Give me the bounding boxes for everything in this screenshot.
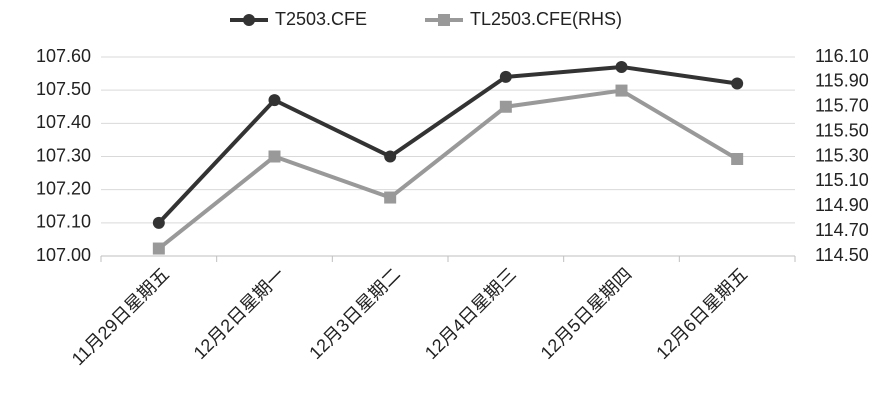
legend-label: T2503.CFE (275, 9, 367, 29)
marker (384, 150, 397, 163)
x-tick-label: 12月5日星期四 (537, 264, 636, 363)
y2-tick-label: 115.10 (815, 170, 869, 190)
series-line (157, 88, 739, 251)
x-tick-label: 12月4日星期三 (421, 264, 520, 363)
marker (384, 191, 397, 204)
y2-tick-label: 115.50 (815, 120, 869, 140)
marker (615, 84, 628, 97)
marker (731, 77, 744, 90)
y-tick-label: 107.20 (36, 178, 91, 198)
legend-marker (438, 14, 450, 26)
legend-label: TL2503.CFE(RHS) (470, 9, 622, 29)
marker (152, 242, 165, 255)
x-tick-label: 12月2日星期一 (190, 264, 289, 363)
y-tick-label: 107.30 (36, 145, 91, 165)
y2-tick-label: 115.90 (815, 71, 869, 91)
y2-tick-label: 115.70 (815, 96, 869, 116)
marker (731, 152, 744, 165)
y-tick-label: 107.50 (36, 79, 91, 99)
y2-tick-label: 114.70 (815, 220, 869, 240)
marker (268, 94, 281, 107)
y-tick-label: 107.00 (36, 245, 91, 265)
y-tick-label: 107.60 (36, 46, 91, 66)
y-tick-label: 107.40 (36, 112, 91, 132)
series-line (157, 64, 738, 225)
y-tick-label: 107.10 (36, 212, 91, 232)
marker (152, 216, 165, 229)
marker (615, 60, 628, 73)
y2-tick-label: 114.90 (815, 195, 869, 215)
marker (499, 100, 512, 113)
x-tick-label: 12月3日星期二 (305, 264, 404, 363)
legend-marker (243, 14, 255, 26)
x-tick-label: 11月29日星期五 (68, 264, 173, 369)
y2-tick-label: 114.50 (815, 245, 869, 265)
marker (268, 150, 281, 163)
y2-tick-label: 116.10 (815, 46, 869, 66)
marker (499, 70, 512, 83)
x-tick-label: 12月6日星期五 (652, 264, 751, 363)
y2-tick-label: 115.30 (815, 145, 869, 165)
